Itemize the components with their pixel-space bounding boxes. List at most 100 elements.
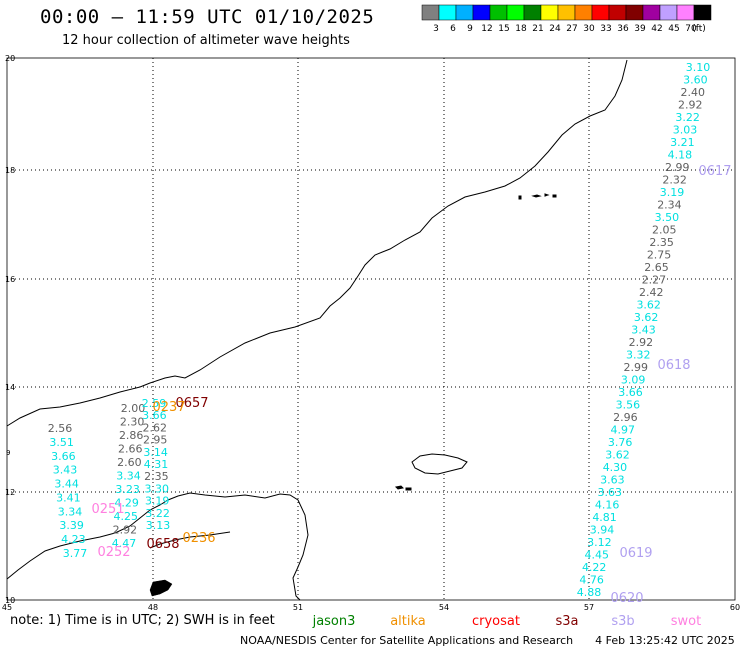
note-legend: note: 1) Time is in UTC; 2) SWH is in fe… (10, 613, 275, 628)
arabian-coastline (6, 59, 628, 427)
colorbar-label: 21 (532, 24, 543, 34)
y-tick-label: 14 (5, 383, 15, 392)
gulf-track-b-value: 2.95 (143, 434, 168, 447)
pass-time-label: 0252 (97, 545, 130, 560)
footer: NOAA/NESDIS Center for Satellite Applica… (240, 634, 735, 647)
east-track-value: 3.43 (631, 324, 656, 337)
colorbar-label: 42 (651, 24, 662, 34)
east-track-value: 3.10 (686, 61, 711, 74)
east-track-value: 3.66 (618, 386, 643, 399)
somali-coast-detail (149, 579, 173, 597)
gulf-track-b-value: 3.14 (143, 446, 168, 459)
west-track-value: 3.34 (58, 505, 83, 518)
colorbar-swatch (438, 4, 457, 21)
east-track-value: 2.92 (629, 336, 654, 349)
colorbar-swatch (523, 4, 542, 21)
note-text: note: 1) Time is in UTC; 2) SWH is in fe… (10, 613, 275, 628)
gulf-track-a-value: 2.30 (120, 416, 145, 429)
east-track-value: 3.56 (616, 399, 641, 412)
west-track-value: 2.56 (48, 422, 73, 435)
colorbar-label: 18 (515, 24, 527, 34)
east-track-value: 3.76 (608, 436, 633, 449)
colorbar-swatch (489, 4, 508, 21)
plot-frame (6, 57, 736, 601)
footer-credit: NOAA/NESDIS Center for Satellite Applica… (240, 634, 574, 647)
east-track-value: 3.09 (621, 374, 646, 387)
east-track-value: 4.16 (595, 499, 620, 512)
east-track-value: 4.45 (585, 549, 610, 562)
gulf-track-a-value: 3.23 (115, 483, 140, 496)
map-title: 00:00 – 11:59 UTC 01/10/2025 (40, 6, 375, 28)
colorbar: 3 6 9 12 15 18 21 24 27 30 33 36 39 42 45 70(ft) (421, 4, 712, 34)
colorbar-swatch (472, 4, 491, 21)
gulf-track-a-value: 3.34 (116, 470, 141, 483)
east-track-value: 4.97 (610, 424, 635, 437)
east-track-value: 2.35 (649, 236, 674, 249)
pass-time-labels: 0617 0618 0619 0620 0251 0252 0657 0658 0237 0236 (91, 164, 731, 606)
east-track-value: 3.21 (670, 136, 695, 149)
footer-timestamp: 4 Feb 13:25:42 UTC 2025 (595, 634, 735, 647)
edge-label: 9 (6, 449, 10, 457)
east-track-value: 3.03 (673, 124, 698, 137)
east-track-value: 4.81 (592, 511, 617, 524)
east-track-value: 2.75 (647, 249, 672, 262)
west-track-value: 3.43 (53, 464, 78, 477)
east-track-value: 4.18 (668, 149, 693, 162)
east-track-value: 2.96 (613, 411, 638, 424)
colorbar-label: 39 (634, 24, 646, 34)
gulf-track-b-value: 3.30 (145, 482, 170, 495)
gulf-track-b-value: 2.59 (142, 397, 167, 410)
gulf-track-b-value: 3.19 (145, 495, 170, 508)
pass-time-label: 0658 (146, 537, 179, 552)
colorbar-label: 36 (617, 24, 629, 34)
east-track-value: 2.05 (652, 224, 677, 237)
map-subtitle: 12 hour collection of altimeter wave hei… (62, 33, 350, 48)
east-track-value: 3.94 (590, 524, 615, 537)
colorbar-label: 70 (685, 24, 697, 34)
pass-time-label: 0618 (657, 358, 690, 373)
gulf-track-b-value: 3.13 (146, 519, 171, 532)
colorbar-label: 6 (450, 24, 456, 34)
y-tick-label: 12 (5, 488, 15, 497)
gulf-track-a-value: 4.47 (112, 537, 137, 550)
somali-coastline (6, 492, 309, 601)
gulf-track-b-value: 4.31 (144, 458, 169, 471)
colorbar-swatch (455, 4, 474, 21)
x-tick-label: 48 (148, 603, 158, 612)
axis-tick-labels: 45 48 51 54 57 60 20 18 16 14 12 10 9 (2, 54, 740, 612)
west-track-value: 3.39 (59, 519, 84, 532)
east-track-value: 3.50 (655, 211, 680, 224)
colorbar-swatch (625, 4, 644, 21)
east-track-value: 2.27 (642, 274, 667, 287)
x-tick-label: 45 (2, 603, 12, 612)
gulf-track-b-value: 3.66 (142, 409, 167, 422)
socotra-island (411, 453, 468, 475)
kuria-islands (518, 193, 557, 200)
lat-lon-grid (6, 57, 736, 601)
east-track-value: 4.30 (603, 461, 628, 474)
x-tick-label: 57 (584, 603, 594, 612)
gulf-track-a-value: 2.92 (113, 524, 138, 537)
small-island (394, 485, 412, 491)
colorbar-label: 9 (467, 24, 473, 34)
colorbar-swatch (693, 4, 712, 21)
colorbar-swatch (421, 4, 440, 21)
east-track-value: 3.62 (605, 449, 630, 462)
east-track-value: 3.60 (683, 74, 708, 87)
east-track-value: 4.76 (579, 574, 604, 587)
east-track-value: 2.34 (657, 199, 682, 212)
colorbar-label: 12 (481, 24, 492, 34)
colorbar-label: 30 (583, 24, 595, 34)
east-track-value: 2.92 (678, 99, 703, 112)
pass-time-label: 0620 (610, 591, 643, 606)
gulf-track-a-value: 2.86 (119, 429, 144, 442)
east-track-value: 3.32 (626, 349, 651, 362)
east-track-value: 3.63 (598, 486, 623, 499)
east-track-value: 3.62 (634, 311, 659, 324)
pass-time-label: 0657 (175, 396, 208, 411)
y-tick-label: 10 (5, 596, 15, 605)
altimeter-tracks: 3.103.602.402.923.223.033.214.182.992.32… (48, 61, 711, 599)
coastline (6, 59, 628, 601)
gulf-track-a-value: 2.60 (117, 456, 142, 469)
